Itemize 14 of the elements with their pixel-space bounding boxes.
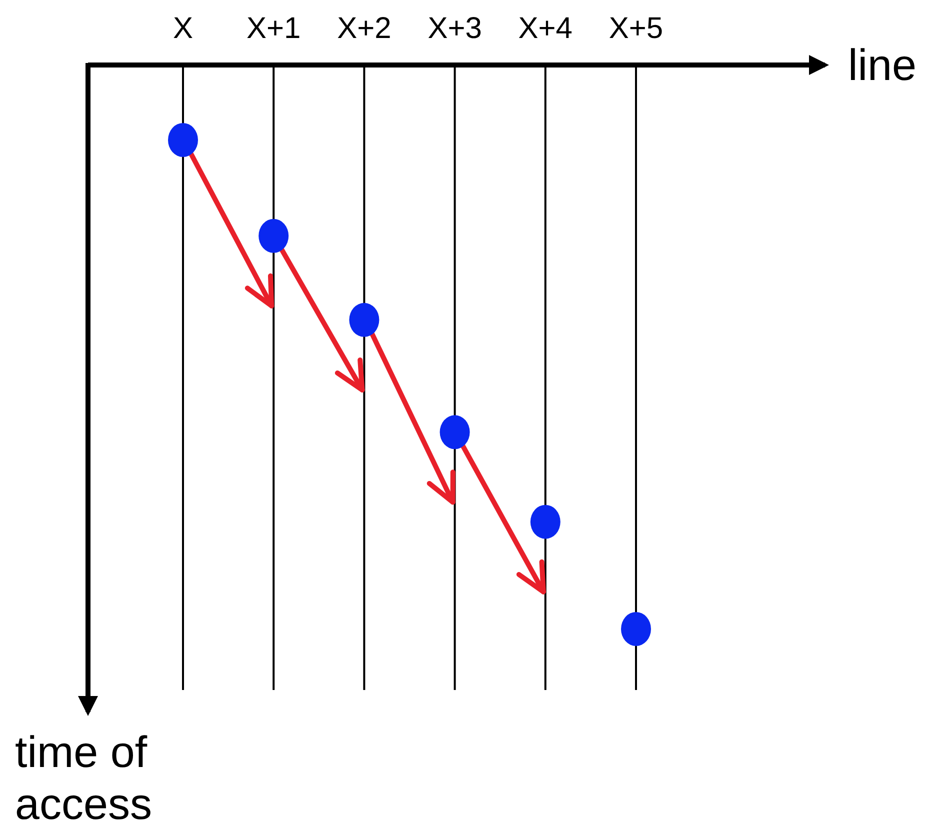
point	[258, 218, 289, 253]
x-axis-title: line	[848, 41, 916, 90]
x-tick-label: X+2	[337, 12, 392, 45]
x-tick-label: X+4	[518, 12, 573, 45]
y-axis-title: time of access	[15, 728, 152, 829]
point	[440, 415, 470, 450]
x-tick-label: X	[172, 12, 194, 45]
point	[349, 302, 380, 337]
x-tick-label: X+5	[608, 12, 664, 45]
x-tick-label: X+1	[246, 12, 301, 45]
point	[168, 123, 198, 158]
point	[530, 504, 560, 539]
point	[621, 612, 651, 646]
x-tick-label: X+3	[428, 12, 482, 45]
